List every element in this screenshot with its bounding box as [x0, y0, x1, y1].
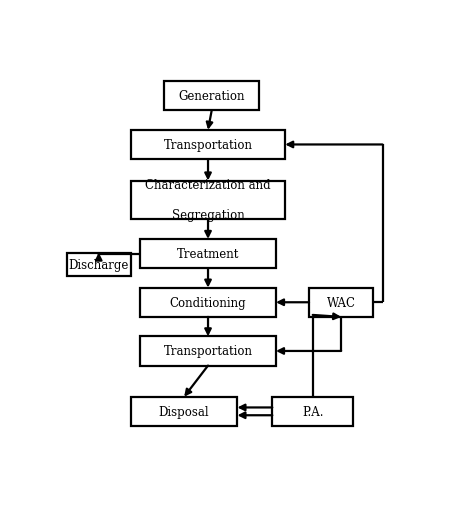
Bar	[131, 181, 285, 220]
Bar	[131, 397, 237, 426]
Text: WAC: WAC	[327, 296, 356, 309]
Bar	[131, 131, 285, 160]
Bar	[164, 82, 259, 111]
Text: Disposal: Disposal	[159, 405, 210, 418]
Text: Treatment: Treatment	[177, 247, 239, 261]
Text: Discharge: Discharge	[69, 258, 129, 271]
Bar	[66, 253, 131, 276]
Text: P.A.: P.A.	[302, 405, 323, 418]
Bar	[140, 239, 276, 269]
Text: Generation: Generation	[178, 90, 245, 103]
Bar	[140, 288, 276, 317]
Text: Transportation: Transportation	[164, 345, 253, 358]
Bar	[272, 397, 353, 426]
Bar	[309, 288, 374, 317]
Text: Characterization and

Segregation: Characterization and Segregation	[145, 179, 271, 222]
Text: Conditioning: Conditioning	[170, 296, 246, 309]
Bar	[140, 337, 276, 366]
Text: Transportation: Transportation	[164, 139, 253, 151]
